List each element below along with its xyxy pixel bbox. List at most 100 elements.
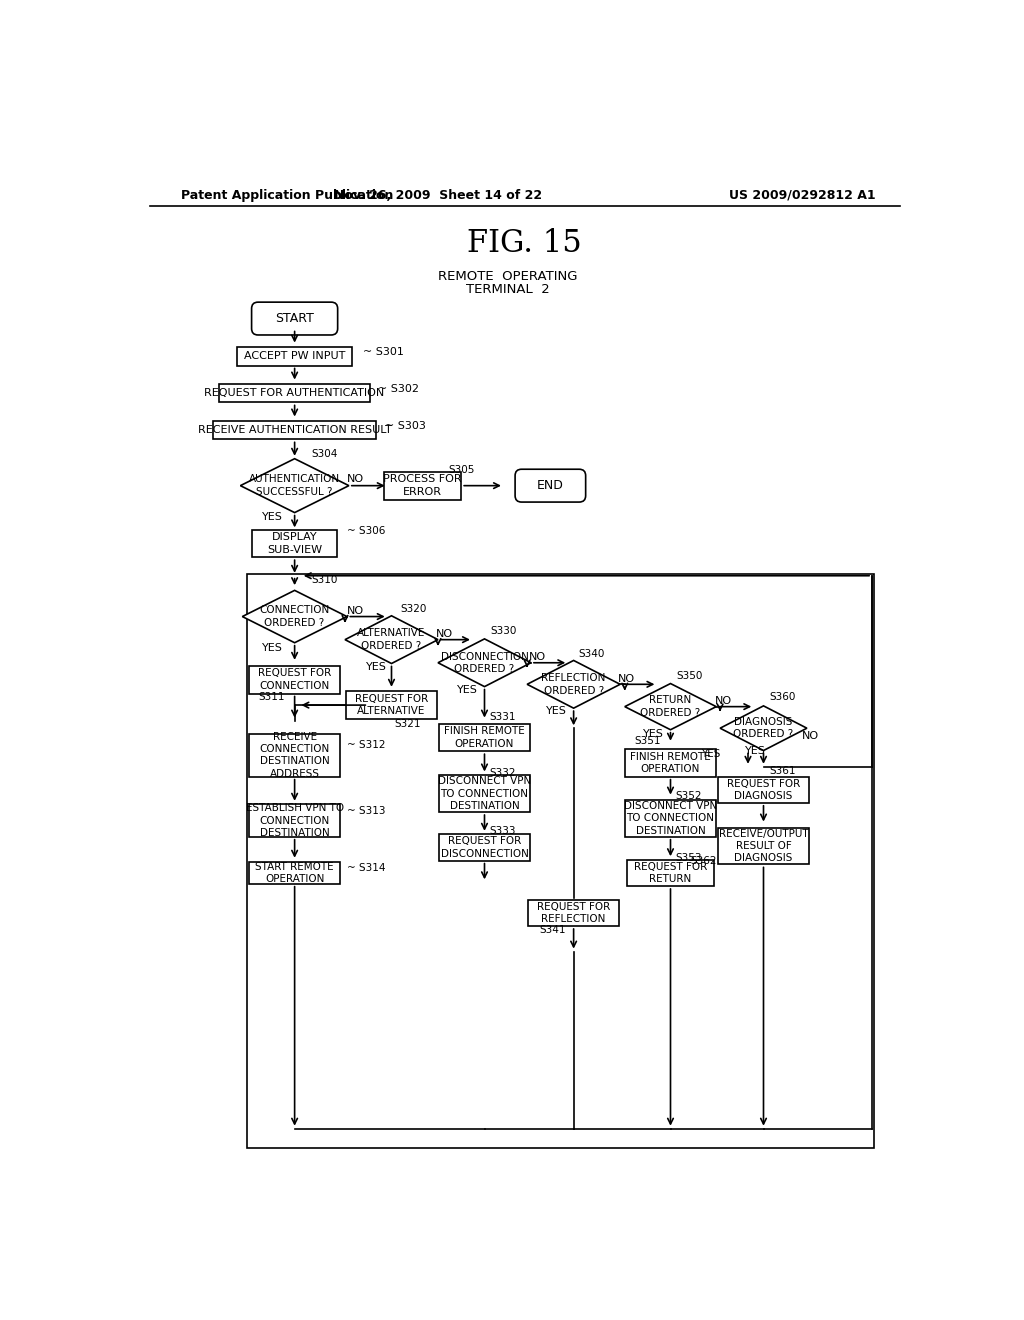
Text: Nov. 26, 2009  Sheet 14 of 22: Nov. 26, 2009 Sheet 14 of 22 xyxy=(334,189,542,202)
Text: DISCONNECT VPN
TO CONNECTION
DESTINATION: DISCONNECT VPN TO CONNECTION DESTINATION xyxy=(438,776,531,810)
Text: REQUEST FOR AUTHENTICATION: REQUEST FOR AUTHENTICATION xyxy=(205,388,385,399)
Polygon shape xyxy=(625,684,716,730)
Text: REQUEST FOR
DIAGNOSIS: REQUEST FOR DIAGNOSIS xyxy=(727,779,800,801)
Polygon shape xyxy=(243,590,347,643)
Text: AUTHENTICATION
SUCCESSFUL ?: AUTHENTICATION SUCCESSFUL ? xyxy=(249,474,340,496)
Polygon shape xyxy=(720,706,807,751)
Text: S340: S340 xyxy=(579,648,604,659)
Text: S331: S331 xyxy=(489,713,516,722)
Text: YES: YES xyxy=(745,746,766,756)
Text: REQUEST FOR
CONNECTION: REQUEST FOR CONNECTION xyxy=(258,668,331,690)
Text: DISCONNECTION
ORDERED ?: DISCONNECTION ORDERED ? xyxy=(440,652,528,675)
FancyBboxPatch shape xyxy=(252,529,337,557)
Text: S351: S351 xyxy=(635,737,662,746)
Text: FIG. 15: FIG. 15 xyxy=(467,227,583,259)
Text: NO: NO xyxy=(528,652,546,661)
Text: S310: S310 xyxy=(311,576,338,585)
Text: DISPLAY
SUB-VIEW: DISPLAY SUB-VIEW xyxy=(267,532,323,554)
FancyBboxPatch shape xyxy=(249,862,340,884)
Text: START REMOTE
OPERATION: START REMOTE OPERATION xyxy=(255,862,334,884)
Text: S332: S332 xyxy=(489,768,516,777)
FancyBboxPatch shape xyxy=(718,776,809,803)
Text: S321: S321 xyxy=(394,719,421,730)
FancyBboxPatch shape xyxy=(249,734,340,776)
FancyBboxPatch shape xyxy=(627,859,714,886)
Text: RECEIVE
CONNECTION
DESTINATION
ADDRESS: RECEIVE CONNECTION DESTINATION ADDRESS xyxy=(259,731,330,779)
Text: YES: YES xyxy=(643,730,664,739)
FancyBboxPatch shape xyxy=(625,800,716,837)
FancyBboxPatch shape xyxy=(625,748,716,776)
FancyBboxPatch shape xyxy=(219,384,371,403)
Text: FINISH REMOTE
OPERATION: FINISH REMOTE OPERATION xyxy=(444,726,525,748)
FancyBboxPatch shape xyxy=(249,665,340,693)
Polygon shape xyxy=(241,459,349,512)
Text: YES: YES xyxy=(457,685,478,694)
Text: US 2009/0292812 A1: US 2009/0292812 A1 xyxy=(729,189,876,202)
Text: YES: YES xyxy=(262,643,283,653)
FancyBboxPatch shape xyxy=(249,804,340,837)
FancyBboxPatch shape xyxy=(346,692,437,719)
Text: ~ S314: ~ S314 xyxy=(347,863,386,874)
Polygon shape xyxy=(345,615,438,664)
Text: S350: S350 xyxy=(677,671,703,681)
Text: ACCEPT PW INPUT: ACCEPT PW INPUT xyxy=(244,351,345,362)
Text: YES: YES xyxy=(546,706,567,717)
Text: S330: S330 xyxy=(490,626,517,636)
FancyBboxPatch shape xyxy=(718,828,809,865)
Text: NO: NO xyxy=(435,630,453,639)
Text: NO: NO xyxy=(802,731,818,741)
Text: ~ S302: ~ S302 xyxy=(378,384,419,393)
Text: YES: YES xyxy=(366,661,386,672)
Text: S320: S320 xyxy=(400,603,427,614)
Text: TERMINAL  2: TERMINAL 2 xyxy=(466,282,550,296)
Text: S341: S341 xyxy=(540,925,566,935)
Text: ~ S312: ~ S312 xyxy=(347,741,386,750)
Text: REQUEST FOR
RETURN: REQUEST FOR RETURN xyxy=(634,862,708,884)
Text: S353: S353 xyxy=(675,853,701,862)
FancyBboxPatch shape xyxy=(238,347,352,366)
Text: ~ S306: ~ S306 xyxy=(347,527,386,536)
Text: NO: NO xyxy=(346,606,364,616)
FancyBboxPatch shape xyxy=(213,421,376,440)
Text: Patent Application Publication: Patent Application Publication xyxy=(180,189,393,202)
FancyBboxPatch shape xyxy=(247,574,873,1148)
FancyBboxPatch shape xyxy=(438,775,530,812)
Text: FINISH REMOTE
OPERATION: FINISH REMOTE OPERATION xyxy=(630,751,711,774)
Text: REQUEST FOR
ALTERNATIVE: REQUEST FOR ALTERNATIVE xyxy=(355,694,428,717)
Text: RECEIVE/OUTPUT
RESULT OF
DIAGNOSIS: RECEIVE/OUTPUT RESULT OF DIAGNOSIS xyxy=(719,829,808,863)
Text: YES: YES xyxy=(262,512,283,523)
Polygon shape xyxy=(527,660,621,708)
Text: S304: S304 xyxy=(311,449,338,459)
Text: S360: S360 xyxy=(770,693,796,702)
Text: YES: YES xyxy=(700,748,720,759)
FancyBboxPatch shape xyxy=(528,900,620,927)
Text: NO: NO xyxy=(715,696,732,706)
Text: NO: NO xyxy=(346,474,364,484)
Text: S305: S305 xyxy=(449,465,474,475)
Text: REFLECTION
ORDERED ?: REFLECTION ORDERED ? xyxy=(542,673,606,696)
Text: PROCESS FOR
ERROR: PROCESS FOR ERROR xyxy=(383,474,462,496)
Text: S333: S333 xyxy=(489,825,516,836)
Text: ~ S301: ~ S301 xyxy=(362,347,403,356)
Text: ~ S303: ~ S303 xyxy=(385,421,425,430)
Text: ~ S313: ~ S313 xyxy=(347,807,386,816)
Text: RECEIVE AUTHENTICATION RESULT: RECEIVE AUTHENTICATION RESULT xyxy=(198,425,391,436)
Text: START: START xyxy=(275,312,314,325)
FancyBboxPatch shape xyxy=(438,723,530,751)
Text: RETURN
ORDERED ?: RETURN ORDERED ? xyxy=(640,696,700,718)
Text: REQUEST FOR
REFLECTION: REQUEST FOR REFLECTION xyxy=(537,902,610,924)
Text: S352: S352 xyxy=(675,791,701,801)
FancyBboxPatch shape xyxy=(384,471,461,499)
Text: CONNECTION
ORDERED ?: CONNECTION ORDERED ? xyxy=(259,606,330,628)
FancyBboxPatch shape xyxy=(515,469,586,502)
Text: ESTABLISH VPN TO
CONNECTION
DESTINATION: ESTABLISH VPN TO CONNECTION DESTINATION xyxy=(246,803,344,838)
Text: DIAGNOSIS
ORDERED ?: DIAGNOSIS ORDERED ? xyxy=(733,717,794,739)
Text: S362: S362 xyxy=(690,855,717,866)
Text: ALTERNATIVE
ORDERED ?: ALTERNATIVE ORDERED ? xyxy=(357,628,426,651)
FancyBboxPatch shape xyxy=(438,834,530,861)
Text: S311: S311 xyxy=(259,693,286,702)
FancyBboxPatch shape xyxy=(252,302,338,335)
Polygon shape xyxy=(438,639,531,686)
Text: S361: S361 xyxy=(770,766,797,776)
Text: REMOTE  OPERATING: REMOTE OPERATING xyxy=(438,269,578,282)
